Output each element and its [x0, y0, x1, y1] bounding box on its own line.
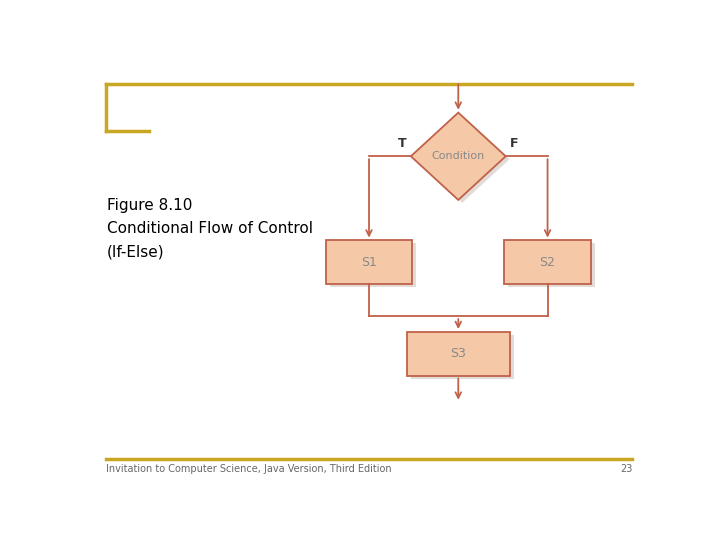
- FancyBboxPatch shape: [330, 244, 416, 287]
- Text: Invitation to Computer Science, Java Version, Third Edition: Invitation to Computer Science, Java Ver…: [106, 464, 391, 474]
- Text: T: T: [398, 137, 407, 150]
- FancyBboxPatch shape: [508, 244, 595, 287]
- Text: Figure 8.10
Conditional Flow of Control
(If-Else): Figure 8.10 Conditional Flow of Control …: [107, 198, 312, 260]
- Polygon shape: [415, 116, 510, 203]
- Text: S1: S1: [361, 256, 377, 269]
- Text: Condition: Condition: [432, 151, 485, 161]
- Polygon shape: [411, 113, 505, 200]
- Text: 23: 23: [620, 464, 632, 474]
- FancyBboxPatch shape: [410, 335, 514, 379]
- Text: F: F: [510, 137, 518, 150]
- FancyBboxPatch shape: [407, 332, 510, 376]
- Text: S2: S2: [539, 256, 556, 269]
- FancyBboxPatch shape: [325, 240, 413, 284]
- Text: S3: S3: [450, 347, 467, 360]
- FancyBboxPatch shape: [504, 240, 591, 284]
